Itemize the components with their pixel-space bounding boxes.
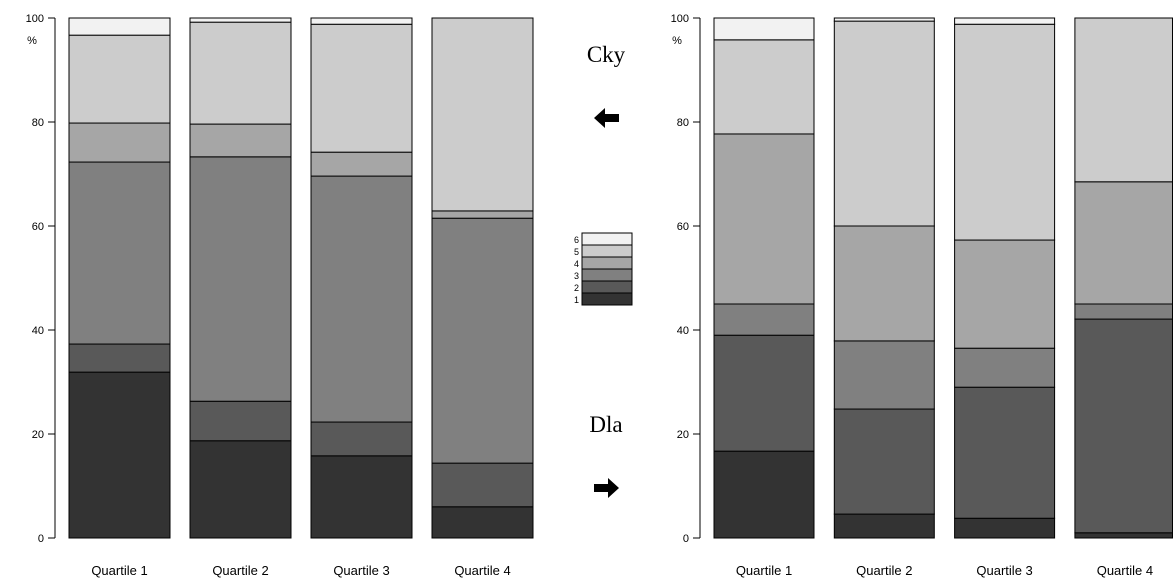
bar-right-q3-cat-1 [954, 517, 1056, 539]
legend-label-5: 5 [574, 247, 579, 257]
y-tick-label-right: 60 [677, 221, 689, 233]
legend-label-2: 2 [574, 283, 579, 293]
bar-right-q2-cat-1 [833, 513, 935, 539]
arrow-right-icon [594, 478, 619, 498]
y-tick-label-left: 40 [32, 325, 44, 337]
bar-right-q2-cat-4 [833, 225, 935, 342]
bar-right-q2-cat-3 [833, 340, 935, 410]
legend-swatch-2 [581, 280, 633, 294]
x-category-label-right: Quartile 3 [976, 563, 1032, 578]
bar-left-q4-cat-3 [431, 217, 534, 464]
bar-right-q1-cat-2 [713, 334, 815, 452]
bar-right-q4-cat-4 [1074, 181, 1173, 305]
bar-right-q1-cat-1 [713, 450, 815, 539]
top-label: Cky [587, 42, 626, 67]
bar-left-q1-cat-1 [68, 371, 171, 539]
bar-left-q3-cat-3 [310, 175, 413, 423]
bar-left-q1-cat-4 [68, 122, 171, 163]
y-tick-label-left: 100 [26, 13, 44, 25]
bar-right-q1-cat-4 [713, 133, 815, 305]
bar-left-q2-cat-4 [189, 123, 292, 158]
bar-left-q4-cat-2 [431, 462, 534, 508]
legend-swatch-1 [581, 292, 633, 306]
bar-right-q3-cat-4 [954, 239, 1056, 349]
bar-right-q4-cat-2 [1074, 318, 1173, 534]
legend-swatch-4 [581, 256, 633, 270]
y-tick-label-right: 20 [677, 429, 689, 441]
bottom-label: Dla [589, 412, 622, 437]
bar-left-q2-cat-1 [189, 440, 292, 539]
y-axis-unit-left: % [27, 35, 37, 47]
legend-label-1: 1 [574, 295, 579, 305]
legend-swatch-3 [581, 268, 633, 282]
chart-right: 0 20 40 60 80 100% Quartile 1 Quartile 2 Quartil… [671, 13, 1173, 578]
bar-right-q1-cat-5 [713, 39, 815, 135]
bar-right-q3-cat-3 [954, 347, 1056, 388]
x-category-label-left: Quartile 2 [212, 563, 268, 578]
y-tick-label-left: 0 [38, 533, 44, 545]
x-category-label-right: Quartile 2 [856, 563, 912, 578]
bar-left-q2-cat-3 [189, 156, 292, 402]
bar-left-q1-cat-3 [68, 161, 171, 345]
bar-right-q3-cat-5 [954, 23, 1056, 241]
bar-right-q3-cat-2 [954, 386, 1056, 519]
legend-label-6: 6 [574, 235, 579, 245]
bar-left-q4-cat-5 [431, 17, 534, 212]
bar-left-q3-cat-5 [310, 23, 413, 153]
x-category-label-right: Quartile 1 [736, 563, 792, 578]
x-category-label-left: Quartile 1 [91, 563, 147, 578]
y-axis-unit-right: % [672, 35, 682, 47]
bar-right-q1-cat-6 [713, 17, 815, 41]
bar-left-q3-cat-2 [310, 421, 413, 457]
y-tick-label-left: 60 [32, 221, 44, 233]
x-category-label-left: Quartile 3 [333, 563, 389, 578]
legend-swatch-6 [581, 232, 633, 246]
bar-left-q2-cat-6 [189, 17, 292, 23]
legend: 6 5 4 3 2 1 [574, 232, 633, 306]
bar-right-q3-cat-6 [954, 17, 1056, 25]
x-category-label-right: Quartile 4 [1097, 563, 1153, 578]
bar-left-q3-cat-6 [310, 17, 413, 25]
bar-left-q2-cat-2 [189, 400, 292, 442]
bar-right-q4-cat-5 [1074, 17, 1173, 183]
x-category-label-left: Quartile 4 [454, 563, 510, 578]
bar-right-q4-cat-3 [1074, 303, 1173, 320]
bar-right-q4-cat-1 [1074, 532, 1173, 539]
bar-left-q3-cat-4 [310, 151, 413, 177]
y-tick-label-right: 80 [677, 117, 689, 129]
bar-right-q2-cat-5 [833, 20, 935, 227]
legend-label-4: 4 [574, 259, 579, 269]
bar-right-q2-cat-6 [833, 17, 935, 22]
bar-left-q1-cat-6 [68, 17, 171, 36]
y-tick-label-left: 20 [32, 429, 44, 441]
bar-left-q3-cat-1 [310, 455, 413, 539]
bar-left-q1-cat-5 [68, 34, 171, 124]
bar-left-q4-cat-1 [431, 506, 534, 539]
y-tick-label-right: 0 [683, 533, 689, 545]
bar-left-q2-cat-5 [189, 21, 292, 125]
bar-left-q1-cat-2 [68, 343, 171, 373]
chart-left: 0 20 40 60 80 100% Quartile 1 Quartile 2 Quartil… [26, 13, 534, 578]
legend-swatch-5 [581, 244, 633, 258]
y-tick-label-left: 80 [32, 117, 44, 129]
bar-left-q4-cat-4 [431, 210, 534, 219]
legend-label-3: 3 [574, 271, 579, 281]
y-tick-label-right: 40 [677, 325, 689, 337]
bar-right-q1-cat-3 [713, 303, 815, 336]
bar-right-q2-cat-2 [833, 408, 935, 515]
y-tick-label-right: 100 [671, 13, 689, 25]
arrow-left-icon [594, 108, 619, 128]
